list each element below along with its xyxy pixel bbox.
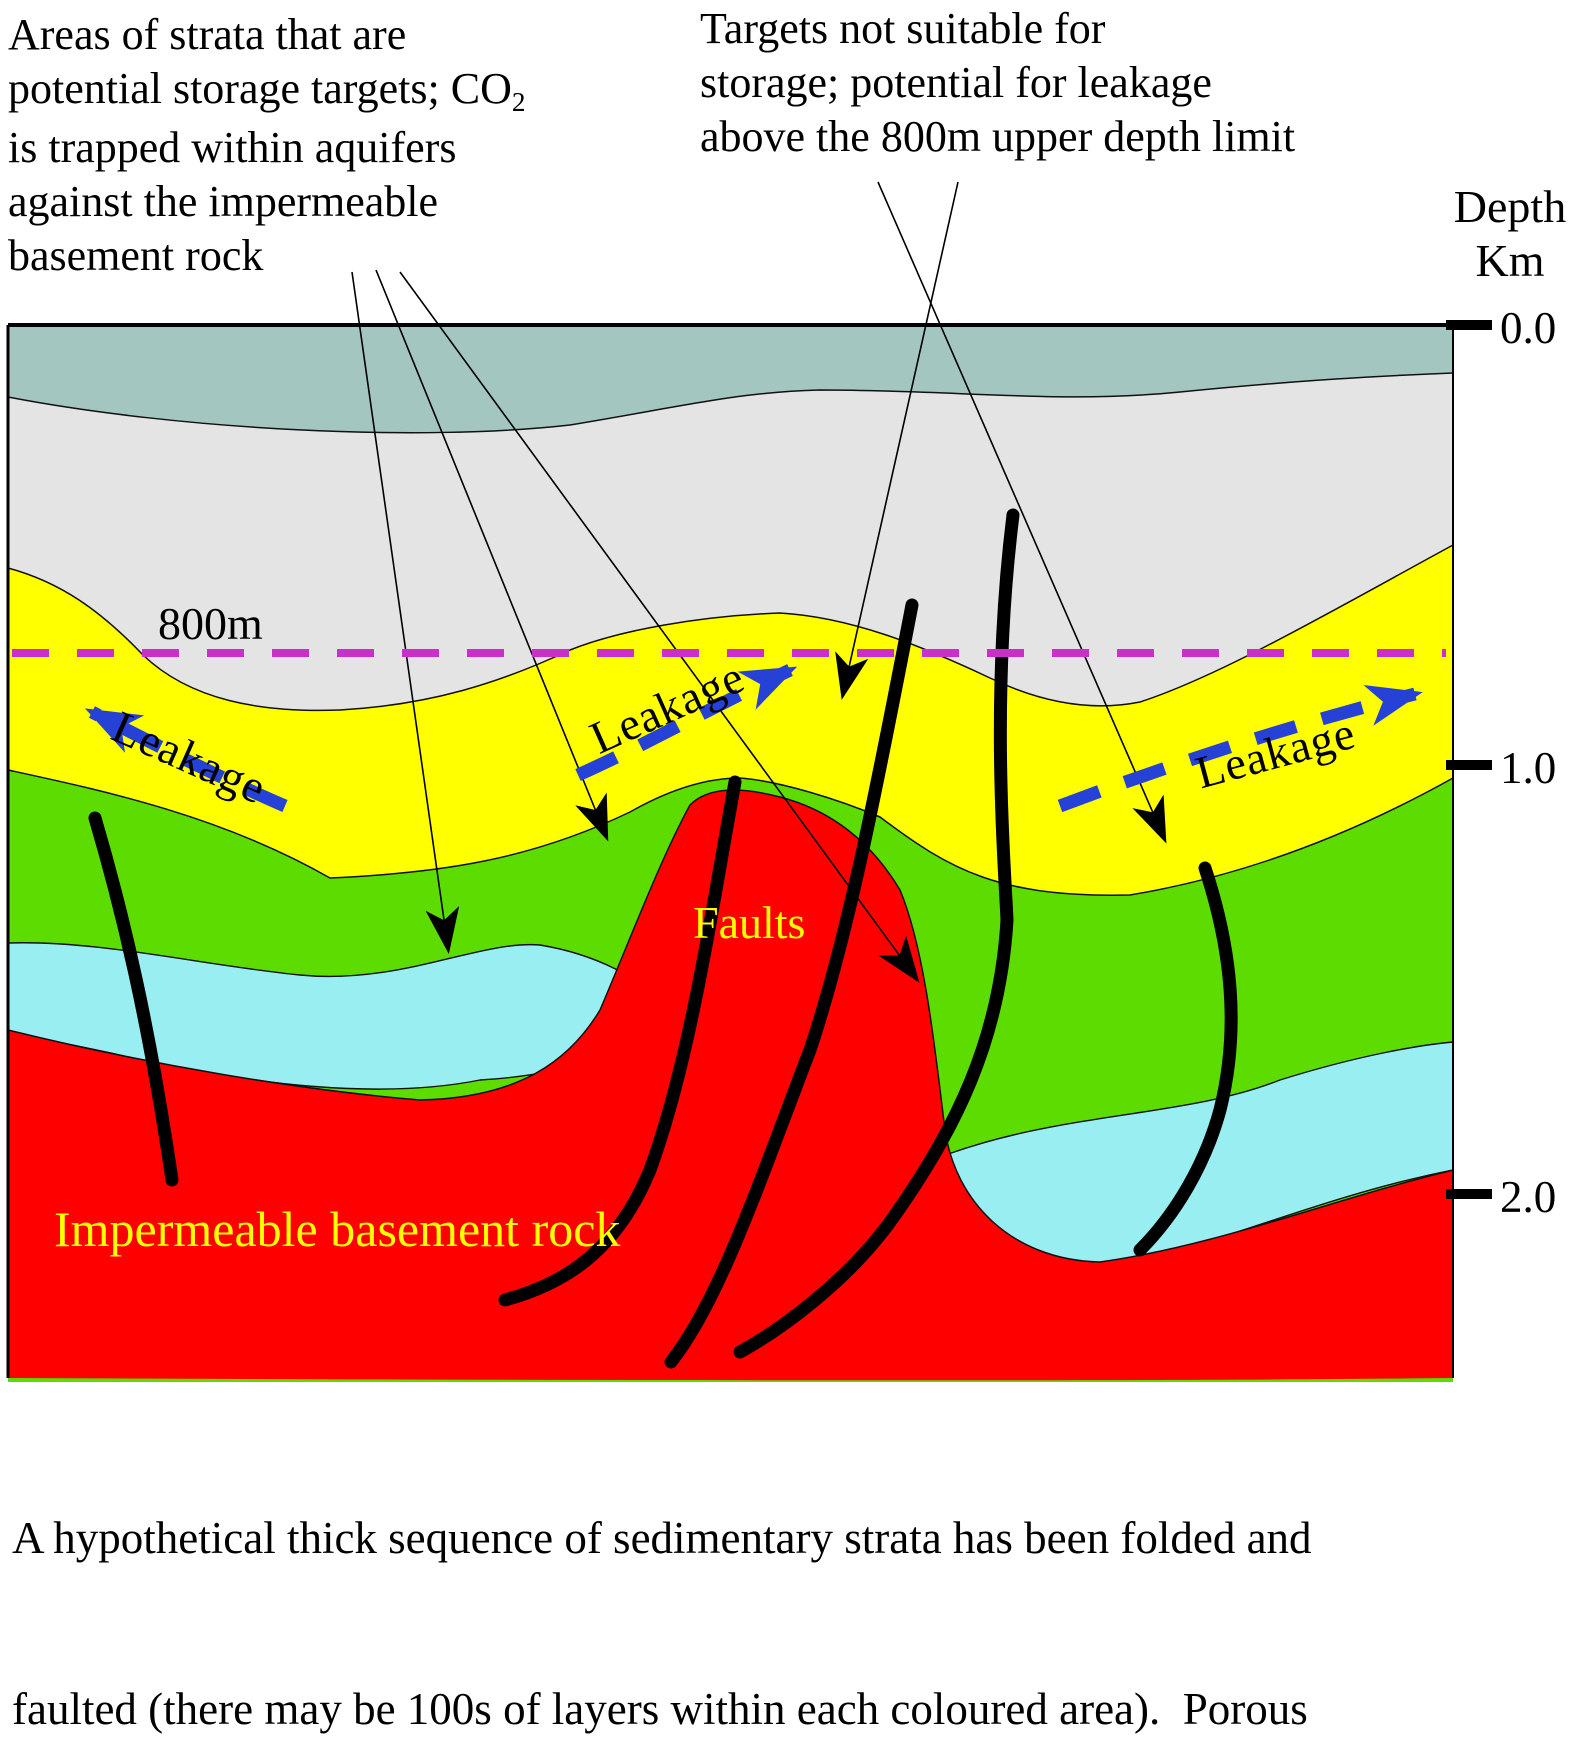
leader-left-1 [351,271,460,954]
tick-label-2: 2.0 [1500,1172,1557,1222]
tick-label-0: 0.0 [1500,303,1557,353]
label-impermeable-basement: Impermeable basement rock [54,1201,621,1257]
label-800m: 800m [158,598,263,649]
depth-axis-title: Depth Km [1445,180,1575,288]
layer-surface-teal [8,325,1453,433]
annotation-not-suitable: Targets not suitable for storage; potent… [700,2,1295,164]
boundary-yellow-top [7,544,1454,712]
annotation-line: basement rock [8,231,264,280]
annotation-line: against the impermeable [8,177,439,226]
annotation-line: storage; potential for leakage [700,58,1212,107]
leader-left-2 [375,269,609,842]
figure-caption: A hypothetical thick sequence of sedimen… [12,1396,1312,1747]
caption-line: A hypothetical thick sequence of sedimen… [12,1513,1312,1563]
tick-1km [1446,760,1492,770]
leakage-arrow-left [84,706,288,812]
boundary-teal-bottom [7,372,1454,434]
co2-subscript: 2 [511,86,526,117]
fault-right-long [733,508,1020,1359]
tick-2km [1446,1189,1492,1199]
tick-label-1: 1.0 [1500,743,1557,793]
leader-left-3 [399,271,920,983]
label-faults: Faults [693,897,806,948]
leader-lines [351,181,1167,983]
fault-center-long [664,598,919,1369]
annotation-line: potential storage targets; CO2 [8,64,526,117]
annotation-storage-targets: Areas of strata that are potential stora… [8,8,526,283]
caption-line: faulted (there may be 100s of layers wit… [12,1684,1308,1734]
axis-title-line: Depth [1453,181,1567,232]
annotation-line: Targets not suitable for [700,4,1106,53]
annotation-line: is trapped within aquifers [8,123,457,172]
fault-lines [88,508,1238,1369]
leader-right-2 [877,181,1167,844]
layer-aquifer-yellow [8,545,1453,896]
leader-right-1 [835,181,959,700]
leakage-arrows [84,664,1423,813]
leakage-arrow-middle [575,664,798,781]
depth-axis-ticks [1446,320,1492,1199]
fault-center-short [498,775,742,1307]
annotation-line: above the 800m upper depth limit [700,112,1296,161]
axis-title-line: Km [1475,235,1545,286]
annotation-line: Areas of strata that are [8,10,407,59]
fault-right-short [1133,861,1238,1257]
fault-left [88,811,179,1187]
tick-0km [1446,320,1492,330]
boundary-red-top [7,789,1454,1263]
layer-basement-red [8,790,1453,1381]
